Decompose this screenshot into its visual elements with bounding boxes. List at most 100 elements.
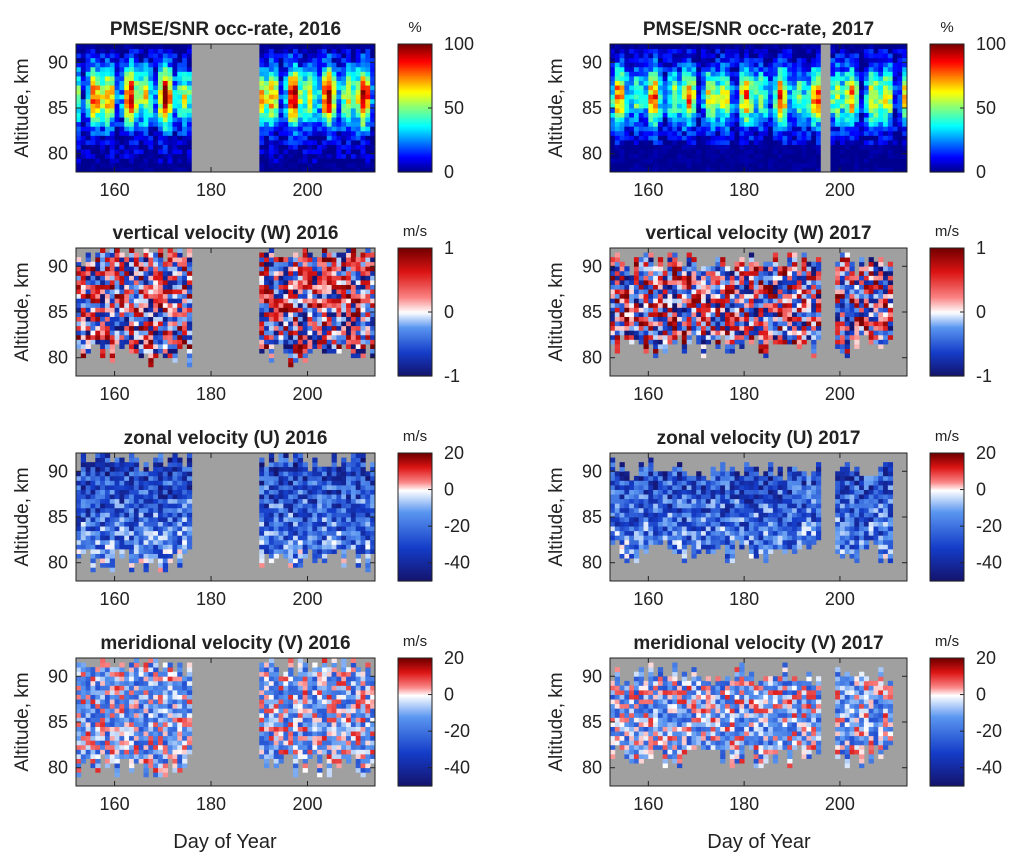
heatmap-cell bbox=[167, 252, 173, 258]
heatmap-cell bbox=[748, 98, 755, 104]
heatmap-cell bbox=[638, 158, 644, 164]
heatmap-cell bbox=[739, 112, 745, 118]
heatmap-cell bbox=[758, 53, 764, 59]
heatmap-cell bbox=[878, 48, 884, 54]
heatmap-cell bbox=[259, 344, 265, 349]
heatmap-cell bbox=[95, 140, 101, 145]
heatmap-cell bbox=[283, 71, 289, 77]
heatmap-cell bbox=[355, 89, 361, 95]
heatmap-cell bbox=[162, 353, 169, 359]
colorbar-segment bbox=[930, 108, 964, 111]
heatmap-cell bbox=[95, 112, 101, 118]
heatmap-cell bbox=[177, 85, 183, 91]
heatmap-cell bbox=[619, 130, 625, 136]
heatmap-cell bbox=[350, 275, 357, 281]
heatmap-cell bbox=[811, 76, 817, 81]
heatmap-cell bbox=[312, 48, 318, 54]
heatmap-cell bbox=[839, 89, 846, 95]
heatmap-cell bbox=[859, 162, 865, 168]
heatmap-cell bbox=[85, 270, 91, 276]
heatmap-cell bbox=[653, 353, 659, 359]
heatmap-cell bbox=[331, 94, 337, 100]
heatmap-cell bbox=[104, 302, 111, 308]
heatmap-cell bbox=[610, 112, 616, 118]
heatmap-cell bbox=[677, 71, 683, 77]
heatmap-cell bbox=[138, 302, 144, 308]
heatmap-cell bbox=[744, 167, 750, 173]
heatmap-cell bbox=[844, 89, 850, 95]
heatmap-cell bbox=[259, 85, 265, 91]
heatmap-cell bbox=[854, 85, 860, 91]
heatmap-cell bbox=[90, 167, 96, 173]
heatmap-cell bbox=[95, 48, 101, 54]
heatmap-cell bbox=[360, 66, 366, 72]
heatmap-cell bbox=[331, 98, 337, 104]
heatmap-cell bbox=[763, 89, 769, 95]
heatmap-cell bbox=[710, 103, 716, 109]
heatmap-cell bbox=[360, 57, 366, 63]
heatmap-cell bbox=[138, 348, 144, 354]
heatmap-cell bbox=[100, 298, 106, 304]
heatmap-cell bbox=[172, 149, 178, 155]
heatmap-cell bbox=[104, 275, 111, 281]
heatmap-cell bbox=[104, 98, 111, 104]
heatmap-cell bbox=[321, 71, 328, 77]
heatmap-cell bbox=[133, 344, 140, 349]
heatmap-cell bbox=[844, 158, 850, 164]
heatmap-cell bbox=[365, 135, 371, 141]
heatmap-cell bbox=[729, 66, 735, 72]
heatmap-cell bbox=[114, 48, 120, 54]
heatmap-cell bbox=[624, 153, 630, 159]
heatmap-cell bbox=[681, 321, 688, 327]
heatmap-cell bbox=[114, 334, 120, 340]
heatmap-cell bbox=[902, 121, 908, 127]
heatmap-cell bbox=[763, 302, 769, 308]
heatmap-cell bbox=[629, 275, 635, 281]
heatmap-cell bbox=[643, 85, 649, 91]
heatmap-cell bbox=[336, 321, 342, 327]
heatmap-cell bbox=[739, 257, 745, 263]
heatmap-cell bbox=[811, 89, 817, 95]
heatmap-cell bbox=[610, 284, 616, 290]
heatmap-cell bbox=[763, 130, 769, 136]
heatmap-cell bbox=[705, 80, 711, 86]
heatmap-cell bbox=[153, 48, 159, 54]
heatmap-cell bbox=[811, 112, 817, 118]
heatmap-cell bbox=[653, 53, 659, 59]
heatmap-cell bbox=[715, 289, 721, 295]
heatmap-cell bbox=[182, 316, 188, 322]
heatmap-cell bbox=[114, 280, 120, 285]
heatmap-cell bbox=[317, 325, 323, 331]
heatmap-cell bbox=[302, 153, 308, 159]
heatmap-cell bbox=[691, 44, 697, 49]
heatmap-cell bbox=[370, 144, 376, 150]
heatmap-cell bbox=[167, 98, 173, 104]
heatmap-cell bbox=[119, 316, 125, 322]
heatmap-cell bbox=[681, 57, 688, 63]
heatmap-cell bbox=[341, 266, 347, 272]
heatmap-cell bbox=[677, 270, 683, 276]
heatmap-cell bbox=[331, 298, 337, 304]
heatmap-cell bbox=[763, 280, 769, 285]
heatmap-cell bbox=[138, 112, 144, 118]
colorbar-segment bbox=[398, 250, 432, 253]
heatmap-cell bbox=[157, 62, 164, 68]
heatmap-cell bbox=[849, 112, 855, 118]
heatmap-cell bbox=[124, 293, 130, 299]
heatmap-cell bbox=[283, 89, 289, 95]
heatmap-cell bbox=[662, 71, 668, 77]
heatmap-cell bbox=[283, 344, 289, 349]
heatmap-cell bbox=[729, 140, 735, 145]
heatmap-cell bbox=[85, 121, 91, 127]
heatmap-cell bbox=[153, 89, 159, 95]
heatmap-cell bbox=[186, 112, 193, 118]
heatmap-cell bbox=[887, 71, 894, 77]
heatmap-cell bbox=[124, 126, 130, 132]
heatmap-cell bbox=[629, 53, 635, 59]
heatmap-cell bbox=[792, 140, 798, 145]
heatmap-cell bbox=[648, 334, 654, 340]
heatmap-cell bbox=[182, 334, 188, 340]
heatmap-cell bbox=[863, 71, 870, 77]
heatmap-cell bbox=[95, 158, 101, 164]
heatmap-cell bbox=[653, 344, 659, 349]
